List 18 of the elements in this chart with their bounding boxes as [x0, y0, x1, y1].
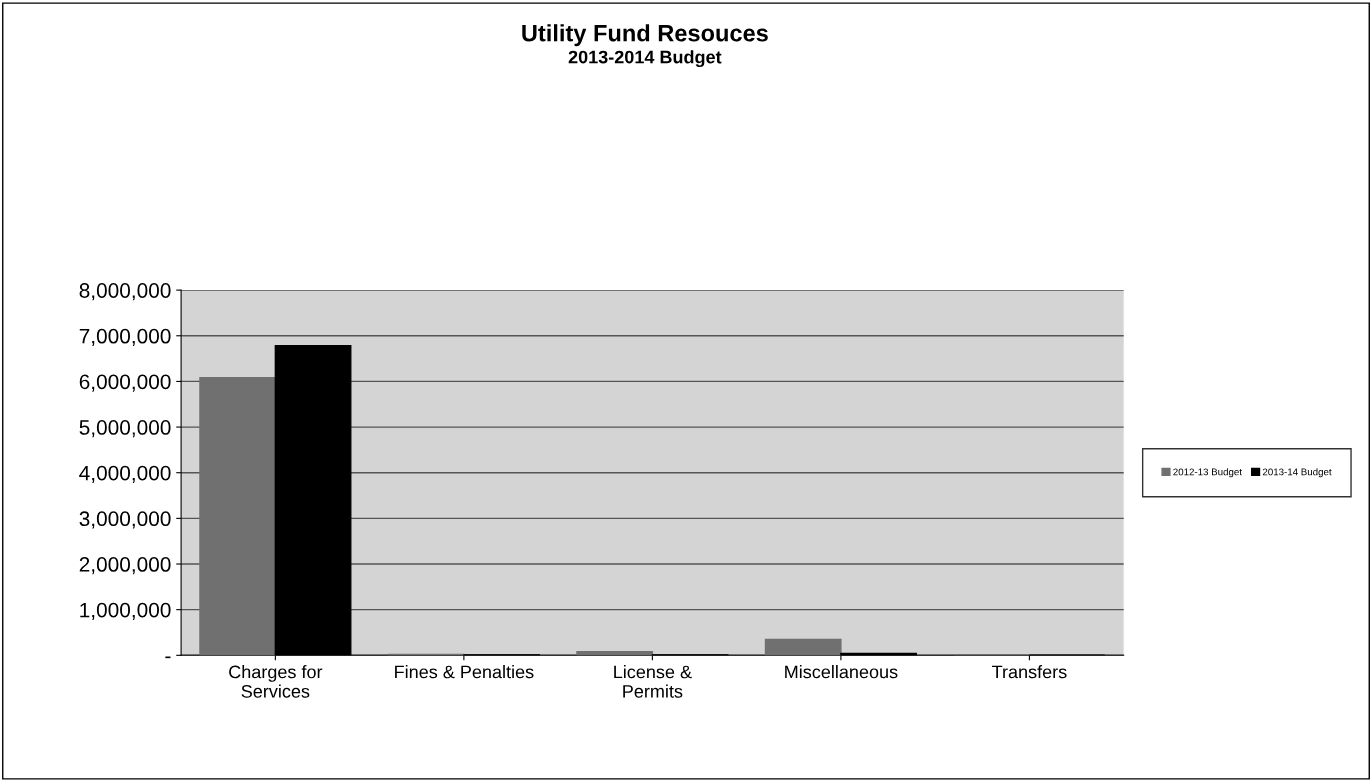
x-tick-label: Miscellaneous	[785, 665, 898, 679]
x-tick-label: Transfers	[992, 665, 1067, 679]
legend-label: 2012-13 Budget	[1173, 468, 1242, 478]
chart-subtitle: 2013-2014 Budget	[568, 50, 722, 68]
x-tick-label: Charges for Services	[229, 665, 323, 698]
y-tick-label: 2,000,000	[79, 557, 171, 575]
x-tick-label: Fines & Penalties	[395, 665, 534, 679]
y-tick-label: -	[165, 656, 171, 659]
y-tick-label: 5,000,000	[79, 420, 171, 438]
legend-label: 2013-14 Budget	[1262, 468, 1332, 478]
y-tick-label: 3,000,000	[79, 511, 171, 529]
x-tick-label: License & Permits	[614, 665, 692, 698]
y-tick-label: 7,000,000	[79, 328, 171, 346]
y-tick-label: 6,000,000	[79, 374, 171, 392]
y-tick-label: 1,000,000	[80, 602, 171, 620]
chart-title: Utility Fund Resouces	[522, 24, 768, 47]
y-tick-label: 4,000,000	[79, 465, 171, 483]
y-tick-label: 8,000,000	[79, 283, 171, 301]
